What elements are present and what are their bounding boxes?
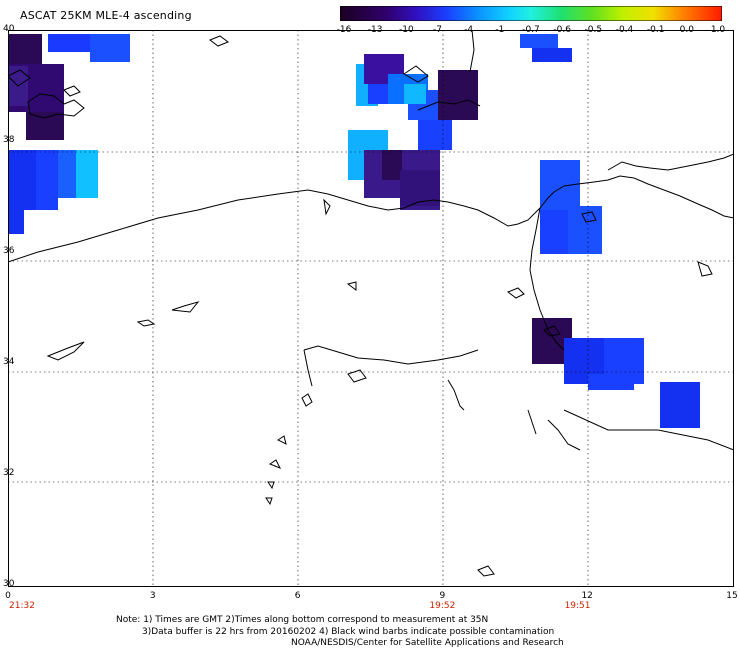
longitude-label: 9: [439, 591, 446, 601]
longitude-label: 3: [149, 591, 156, 601]
note-line-1: Note: 1) Times are GMT 2)Times along bot…: [116, 615, 489, 625]
map-title: ASCAT 25KM MLE-4 ascending: [20, 9, 192, 22]
longitude-label: 12: [581, 591, 593, 601]
grid-lines: [8, 30, 734, 587]
latitude-label: 40: [3, 24, 15, 34]
color-scale-bar: [339, 5, 723, 22]
latitude-label: 30: [3, 579, 15, 589]
note-line-2: 3)Data buffer is 22 hrs from 20160202 4)…: [142, 627, 555, 637]
latitude-label: 38: [3, 135, 15, 145]
longitude-label: 6: [294, 591, 301, 601]
note-line-3: NOAA/NESDIS/Center for Satellite Applica…: [291, 638, 564, 648]
coastlines: [8, 30, 734, 577]
longitude-label: 15: [726, 591, 738, 601]
map-canvas: [8, 30, 734, 587]
latitude-label: 34: [3, 357, 15, 367]
measurement-time-label: 21:32: [9, 601, 35, 611]
wind-data-cells: [8, 34, 700, 428]
color-scale-gradient: [339, 5, 723, 22]
coastal-islands: [543, 211, 597, 337]
map-area: [8, 30, 734, 587]
longitude-label: 0: [5, 591, 11, 601]
measurement-time-label: 19:52: [429, 601, 456, 611]
latitude-label: 32: [3, 468, 15, 478]
latitude-label: 36: [3, 246, 15, 256]
measurement-time-label: 19:51: [564, 601, 591, 611]
